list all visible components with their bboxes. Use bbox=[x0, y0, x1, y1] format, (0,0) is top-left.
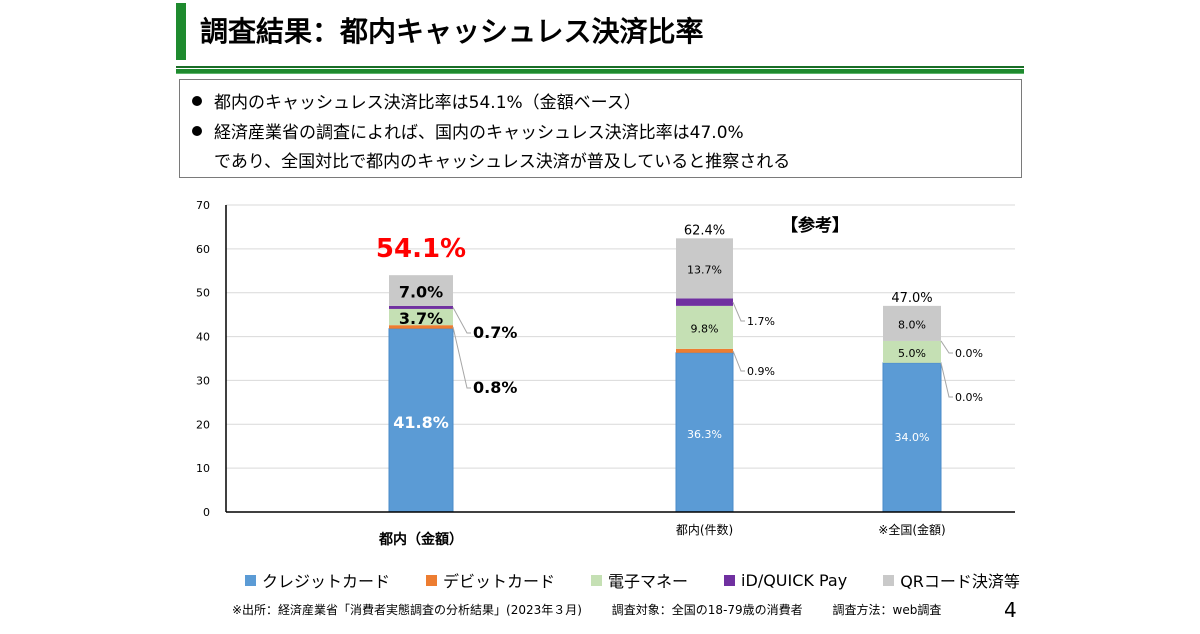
title-accent-bar bbox=[176, 3, 186, 60]
total-label: 54.1% bbox=[376, 234, 466, 264]
data-label: 41.8% bbox=[393, 413, 449, 432]
title-divider-light bbox=[176, 73, 1024, 74]
data-label: 9.8% bbox=[691, 322, 719, 335]
total-label: 62.4% bbox=[684, 223, 725, 238]
footer-target-text: 調査対象：全国の18-79歳の消費者 bbox=[611, 603, 803, 617]
y-tick-label: 0 bbox=[203, 506, 210, 519]
bar-segment-3 bbox=[676, 298, 733, 306]
bar-segment-0 bbox=[388, 328, 454, 513]
y-tick-label: 20 bbox=[196, 418, 210, 431]
y-tick-label: 10 bbox=[196, 462, 210, 475]
bar-segment-2 bbox=[676, 305, 733, 349]
summary-bullet-1: 都内のキャッシュレス決済比率は54.1%（金額ベース） bbox=[192, 88, 641, 113]
data-label: 3.7% bbox=[399, 309, 443, 328]
footer-source-text: ※出所：経済産業省「消費者実態調査の分析結果」(2023年３月) bbox=[232, 603, 582, 617]
bar-segment-0 bbox=[882, 362, 942, 513]
leader-line bbox=[452, 307, 471, 334]
bullet-icon bbox=[192, 126, 202, 136]
page-number: 4 bbox=[1004, 598, 1017, 622]
y-tick-label: 50 bbox=[196, 287, 210, 300]
legend-swatch bbox=[426, 574, 438, 586]
bar-segment-0 bbox=[675, 352, 734, 513]
data-label: 13.7% bbox=[687, 263, 722, 276]
data-label: 0.0% bbox=[955, 347, 983, 360]
bar-segment-4 bbox=[676, 238, 733, 299]
leader-line bbox=[940, 362, 953, 398]
page-title: 調査結果：都内キャッシュレス決済比率 bbox=[200, 15, 704, 48]
legend-swatch bbox=[245, 574, 256, 586]
y-axis-ticks: 0 10 20 30 40 50 60 70 bbox=[196, 199, 210, 519]
legend-item: デビットカード bbox=[426, 568, 555, 592]
summary-box: 都内のキャッシュレス決済比率は54.1%（金額ベース） 経済産業省の調査によれば… bbox=[179, 79, 1022, 178]
bar-segment-2 bbox=[389, 308, 453, 326]
x-category-label: ※全国(金額) bbox=[878, 522, 945, 537]
data-label: 36.3% bbox=[687, 428, 722, 441]
data-label: 7.0% bbox=[399, 283, 443, 302]
data-label: 0.8% bbox=[473, 378, 517, 397]
summary-continuation: であり、全国対比で都内のキャッシュレス決済が普及していると推察される bbox=[214, 152, 791, 172]
footer-source: ※出所：経済産業省「消費者実態調査の分析結果」(2023年３月) 調査対象：全国… bbox=[232, 601, 967, 618]
data-label: 8.0% bbox=[898, 318, 926, 331]
chart-legend: クレジットカード デビットカード 電子マネー iD/QUICK Pay QRコード決済等 bbox=[245, 568, 1056, 592]
legend-label: 電子マネー bbox=[608, 572, 689, 591]
x-axis-labels: 都内（金額） 都内(件数) ※全国(金額) bbox=[378, 522, 946, 548]
footer-method-text: 調査方法：web調査 bbox=[832, 603, 942, 617]
leader-line bbox=[732, 350, 745, 372]
title-divider-thick bbox=[176, 69, 1024, 73]
x-category-label: 都内(件数) bbox=[676, 522, 733, 537]
bar-segment-4 bbox=[883, 305, 941, 341]
legend-item: 電子マネー bbox=[591, 568, 688, 592]
legend-item: QRコード決済等 bbox=[883, 568, 1020, 592]
y-tick-label: 40 bbox=[196, 331, 210, 344]
bullet-icon bbox=[192, 96, 202, 106]
legend-swatch bbox=[724, 574, 736, 586]
data-label: 0.7% bbox=[473, 323, 517, 342]
total-label: 47.0% bbox=[891, 291, 932, 306]
data-labels: 41.8% 3.7% 7.0% 0.7% 0.8% 54.1% 36.3% 9.8% 13.7%… bbox=[376, 223, 983, 444]
data-label: 0.0% bbox=[955, 391, 983, 404]
bar-segment-1 bbox=[389, 325, 453, 329]
summary-bullet-text: 経済産業省の調査によれば、国内のキャッシュレス決済比率は47.0% bbox=[214, 123, 744, 143]
legend-swatch bbox=[591, 574, 603, 586]
data-label: 5.0% bbox=[898, 347, 926, 360]
bar-segment-1 bbox=[676, 348, 733, 353]
bar-segment-3 bbox=[389, 305, 453, 309]
bar-segment-2 bbox=[883, 340, 941, 363]
data-label: 0.9% bbox=[747, 365, 775, 378]
reference-annotation: 【参考】 bbox=[781, 215, 849, 236]
bar-segment-4 bbox=[389, 275, 453, 306]
data-label: 34.0% bbox=[895, 431, 930, 444]
leader-line bbox=[452, 326, 471, 389]
leader-lines bbox=[452, 301, 953, 398]
leader-line bbox=[940, 340, 953, 354]
summary-bullet-text: 都内のキャッシュレス決済比率は54.1%（金額ベース） bbox=[214, 93, 641, 113]
legend-label: クレジットカード bbox=[262, 572, 391, 591]
legend-swatch bbox=[883, 574, 895, 586]
title-divider bbox=[176, 66, 1024, 68]
legend-label: QRコード決済等 bbox=[900, 572, 1020, 591]
y-tick-label: 70 bbox=[196, 199, 210, 212]
data-label: 1.7% bbox=[747, 315, 775, 328]
y-tick-label: 60 bbox=[196, 243, 210, 256]
legend-item: iD/QUICK Pay bbox=[724, 568, 847, 592]
legend-item: クレジットカード bbox=[245, 568, 390, 592]
y-tick-label: 30 bbox=[196, 374, 210, 387]
summary-bullet-2: 経済産業省の調査によれば、国内のキャッシュレス決済比率は47.0% bbox=[192, 118, 744, 143]
x-category-label: 都内（金額） bbox=[378, 531, 463, 548]
bars bbox=[388, 238, 942, 513]
legend-label: デビットカード bbox=[443, 572, 556, 591]
leader-line bbox=[732, 301, 745, 322]
legend-label: iD/QUICK Pay bbox=[741, 570, 848, 590]
